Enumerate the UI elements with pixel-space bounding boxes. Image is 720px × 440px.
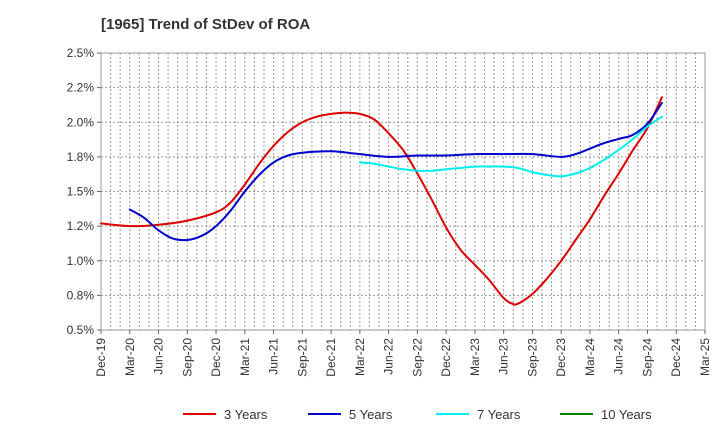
x-tick-label: Jun-24 bbox=[612, 338, 626, 375]
legend-item-3-years: 3 Years bbox=[183, 407, 268, 422]
x-tick-label: Jun-23 bbox=[497, 338, 511, 375]
series-line-5-years bbox=[128, 101, 663, 242]
x-tick-label: Sep-24 bbox=[640, 338, 654, 377]
x-tick-label: Mar-20 bbox=[123, 338, 137, 376]
y-tick-label: 2.2% bbox=[67, 81, 95, 95]
legend-item-7-years: 7 Years bbox=[436, 407, 521, 422]
y-tick-label: 1.5% bbox=[67, 185, 95, 199]
x-tick-label: Sep-21 bbox=[295, 338, 309, 377]
x-axis-ticks: Dec-19 Mar-20 Jun-20 Sep-20 Dec-20 Mar-21 Jun-… bbox=[94, 330, 712, 377]
x-tick-label: Jun-21 bbox=[267, 338, 281, 375]
legend-label: 7 Years bbox=[477, 407, 521, 422]
legend-label: 3 Years bbox=[224, 407, 268, 422]
legend-item-5-years: 5 Years bbox=[308, 407, 393, 422]
y-tick-label: 1.8% bbox=[67, 150, 95, 164]
x-tick-label: Dec-24 bbox=[669, 338, 683, 377]
x-tick-label: Mar-21 bbox=[238, 338, 252, 376]
x-tick-label: Jun-20 bbox=[152, 338, 166, 375]
y-tick-label: 1.2% bbox=[67, 219, 95, 233]
x-tick-label: Dec-21 bbox=[324, 338, 338, 377]
x-tick-label: Jun-22 bbox=[382, 338, 396, 375]
y-tick-label: 1.0% bbox=[67, 254, 95, 268]
y-axis-ticks: 0.5% 0.8% 1.0% 1.2% 1.5% 1.8% 2.0% 2.2% 2.5% bbox=[67, 46, 101, 337]
x-tick-label: Mar-25 bbox=[698, 338, 712, 376]
x-tick-label: Mar-23 bbox=[468, 338, 482, 376]
y-tick-label: 2.5% bbox=[67, 46, 95, 60]
series-line-7-years bbox=[358, 115, 663, 178]
x-tick-label: Dec-20 bbox=[209, 338, 223, 377]
legend: 3 Years 5 Years 7 Years 10 Years bbox=[183, 407, 652, 422]
x-tick-label: Mar-22 bbox=[353, 338, 367, 376]
legend-label: 10 Years bbox=[601, 407, 652, 422]
legend-label: 5 Years bbox=[349, 407, 393, 422]
x-tick-label: Mar-24 bbox=[583, 338, 597, 376]
y-tick-label: 2.0% bbox=[67, 115, 95, 129]
y-tick-label: 0.5% bbox=[67, 323, 95, 337]
x-tick-label: Sep-20 bbox=[180, 338, 194, 377]
y-tick-label: 0.8% bbox=[67, 288, 95, 302]
series-line-3-years bbox=[100, 96, 663, 306]
x-tick-label: Dec-19 bbox=[94, 338, 108, 377]
series-lines bbox=[100, 96, 663, 306]
x-tick-label: Dec-23 bbox=[554, 338, 568, 377]
x-tick-label: Sep-22 bbox=[410, 338, 424, 377]
legend-item-10-years: 10 Years bbox=[560, 407, 652, 422]
chart-title: [1965] Trend of StDev of ROA bbox=[101, 16, 311, 33]
x-tick-label: Sep-23 bbox=[525, 338, 539, 377]
x-tick-label: Dec-22 bbox=[439, 338, 453, 377]
